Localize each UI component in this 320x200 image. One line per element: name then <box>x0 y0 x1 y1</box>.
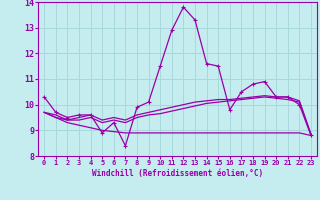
X-axis label: Windchill (Refroidissement éolien,°C): Windchill (Refroidissement éolien,°C) <box>92 169 263 178</box>
